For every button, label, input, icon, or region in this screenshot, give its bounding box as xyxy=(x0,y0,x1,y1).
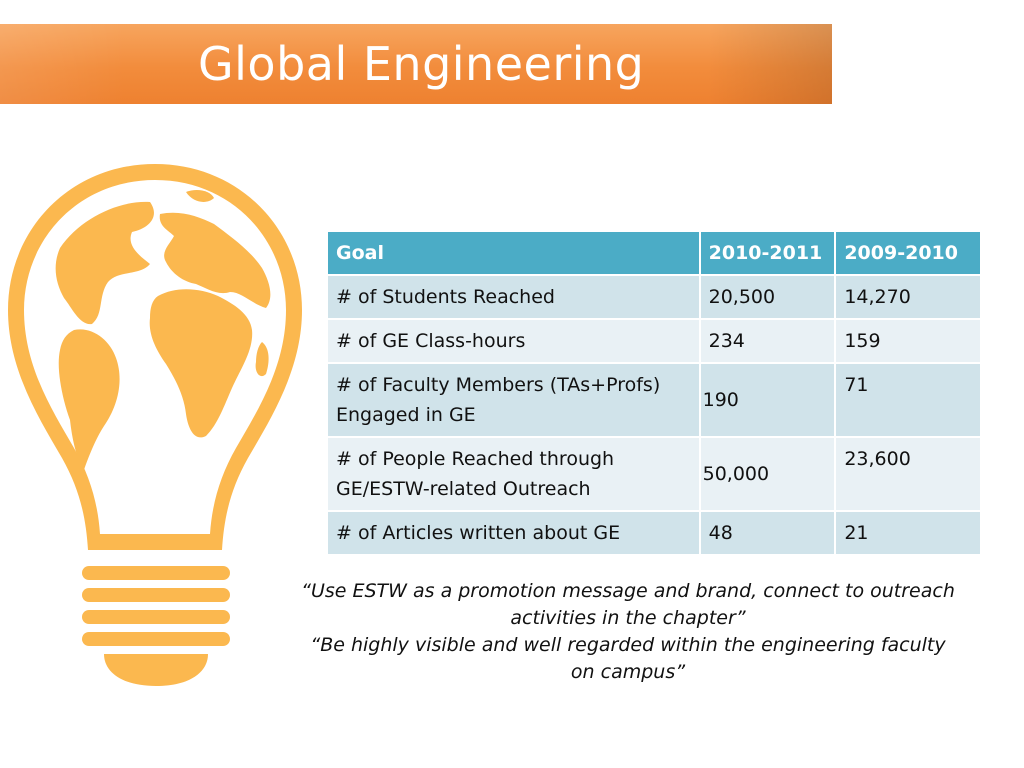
header-2009-2010: 2009-2010 xyxy=(834,230,982,276)
table-row: # of Students Reached 20,500 14,270 xyxy=(326,274,982,320)
quotes-block: “Use ESTW as a promotion message and bra… xyxy=(300,578,956,686)
goal-cell: # of Faculty Members (TAs+Profs) Engaged… xyxy=(326,362,701,438)
goal-cell: # of People Reached through GE/ESTW-rela… xyxy=(326,436,701,512)
goals-table: Goal 2010-2011 2009-2010 # of Students R… xyxy=(326,230,982,556)
goal-cell: # of Articles written about GE xyxy=(326,510,701,556)
lightbulb-globe-icon xyxy=(8,164,302,686)
table-row: # of GE Class-hours 234 159 xyxy=(326,318,982,364)
header-goal: Goal xyxy=(326,230,701,276)
value-2009-2010: 71 xyxy=(834,362,982,438)
value-2010-2011: 190 xyxy=(698,362,837,438)
goal-cell: # of Students Reached xyxy=(326,274,701,320)
value-2010-2011: 20,500 xyxy=(698,274,837,320)
goal-cell: # of GE Class-hours xyxy=(326,318,701,364)
value-2009-2010: 23,600 xyxy=(834,436,982,512)
slide-title: Global Engineering xyxy=(198,37,645,91)
table-header-row: Goal 2010-2011 2009-2010 xyxy=(326,230,982,276)
value-2010-2011: 234 xyxy=(698,318,837,364)
quote-promotion: “Use ESTW as a promotion message and bra… xyxy=(301,580,955,629)
value-2009-2010: 14,270 xyxy=(834,274,982,320)
header-2010-2011: 2010-2011 xyxy=(698,230,837,276)
table-row: # of People Reached through GE/ESTW-rela… xyxy=(326,436,982,512)
value-2010-2011: 50,000 xyxy=(698,436,837,512)
quote-visibility: “Be highly visible and well regarded wit… xyxy=(310,634,946,683)
value-2009-2010: 21 xyxy=(834,510,982,556)
value-2010-2011: 48 xyxy=(698,510,837,556)
table-row: # of Articles written about GE 48 21 xyxy=(326,510,982,556)
title-banner: Global Engineering xyxy=(0,24,832,104)
value-2009-2010: 159 xyxy=(834,318,982,364)
table-row: # of Faculty Members (TAs+Profs) Engaged… xyxy=(326,362,982,438)
